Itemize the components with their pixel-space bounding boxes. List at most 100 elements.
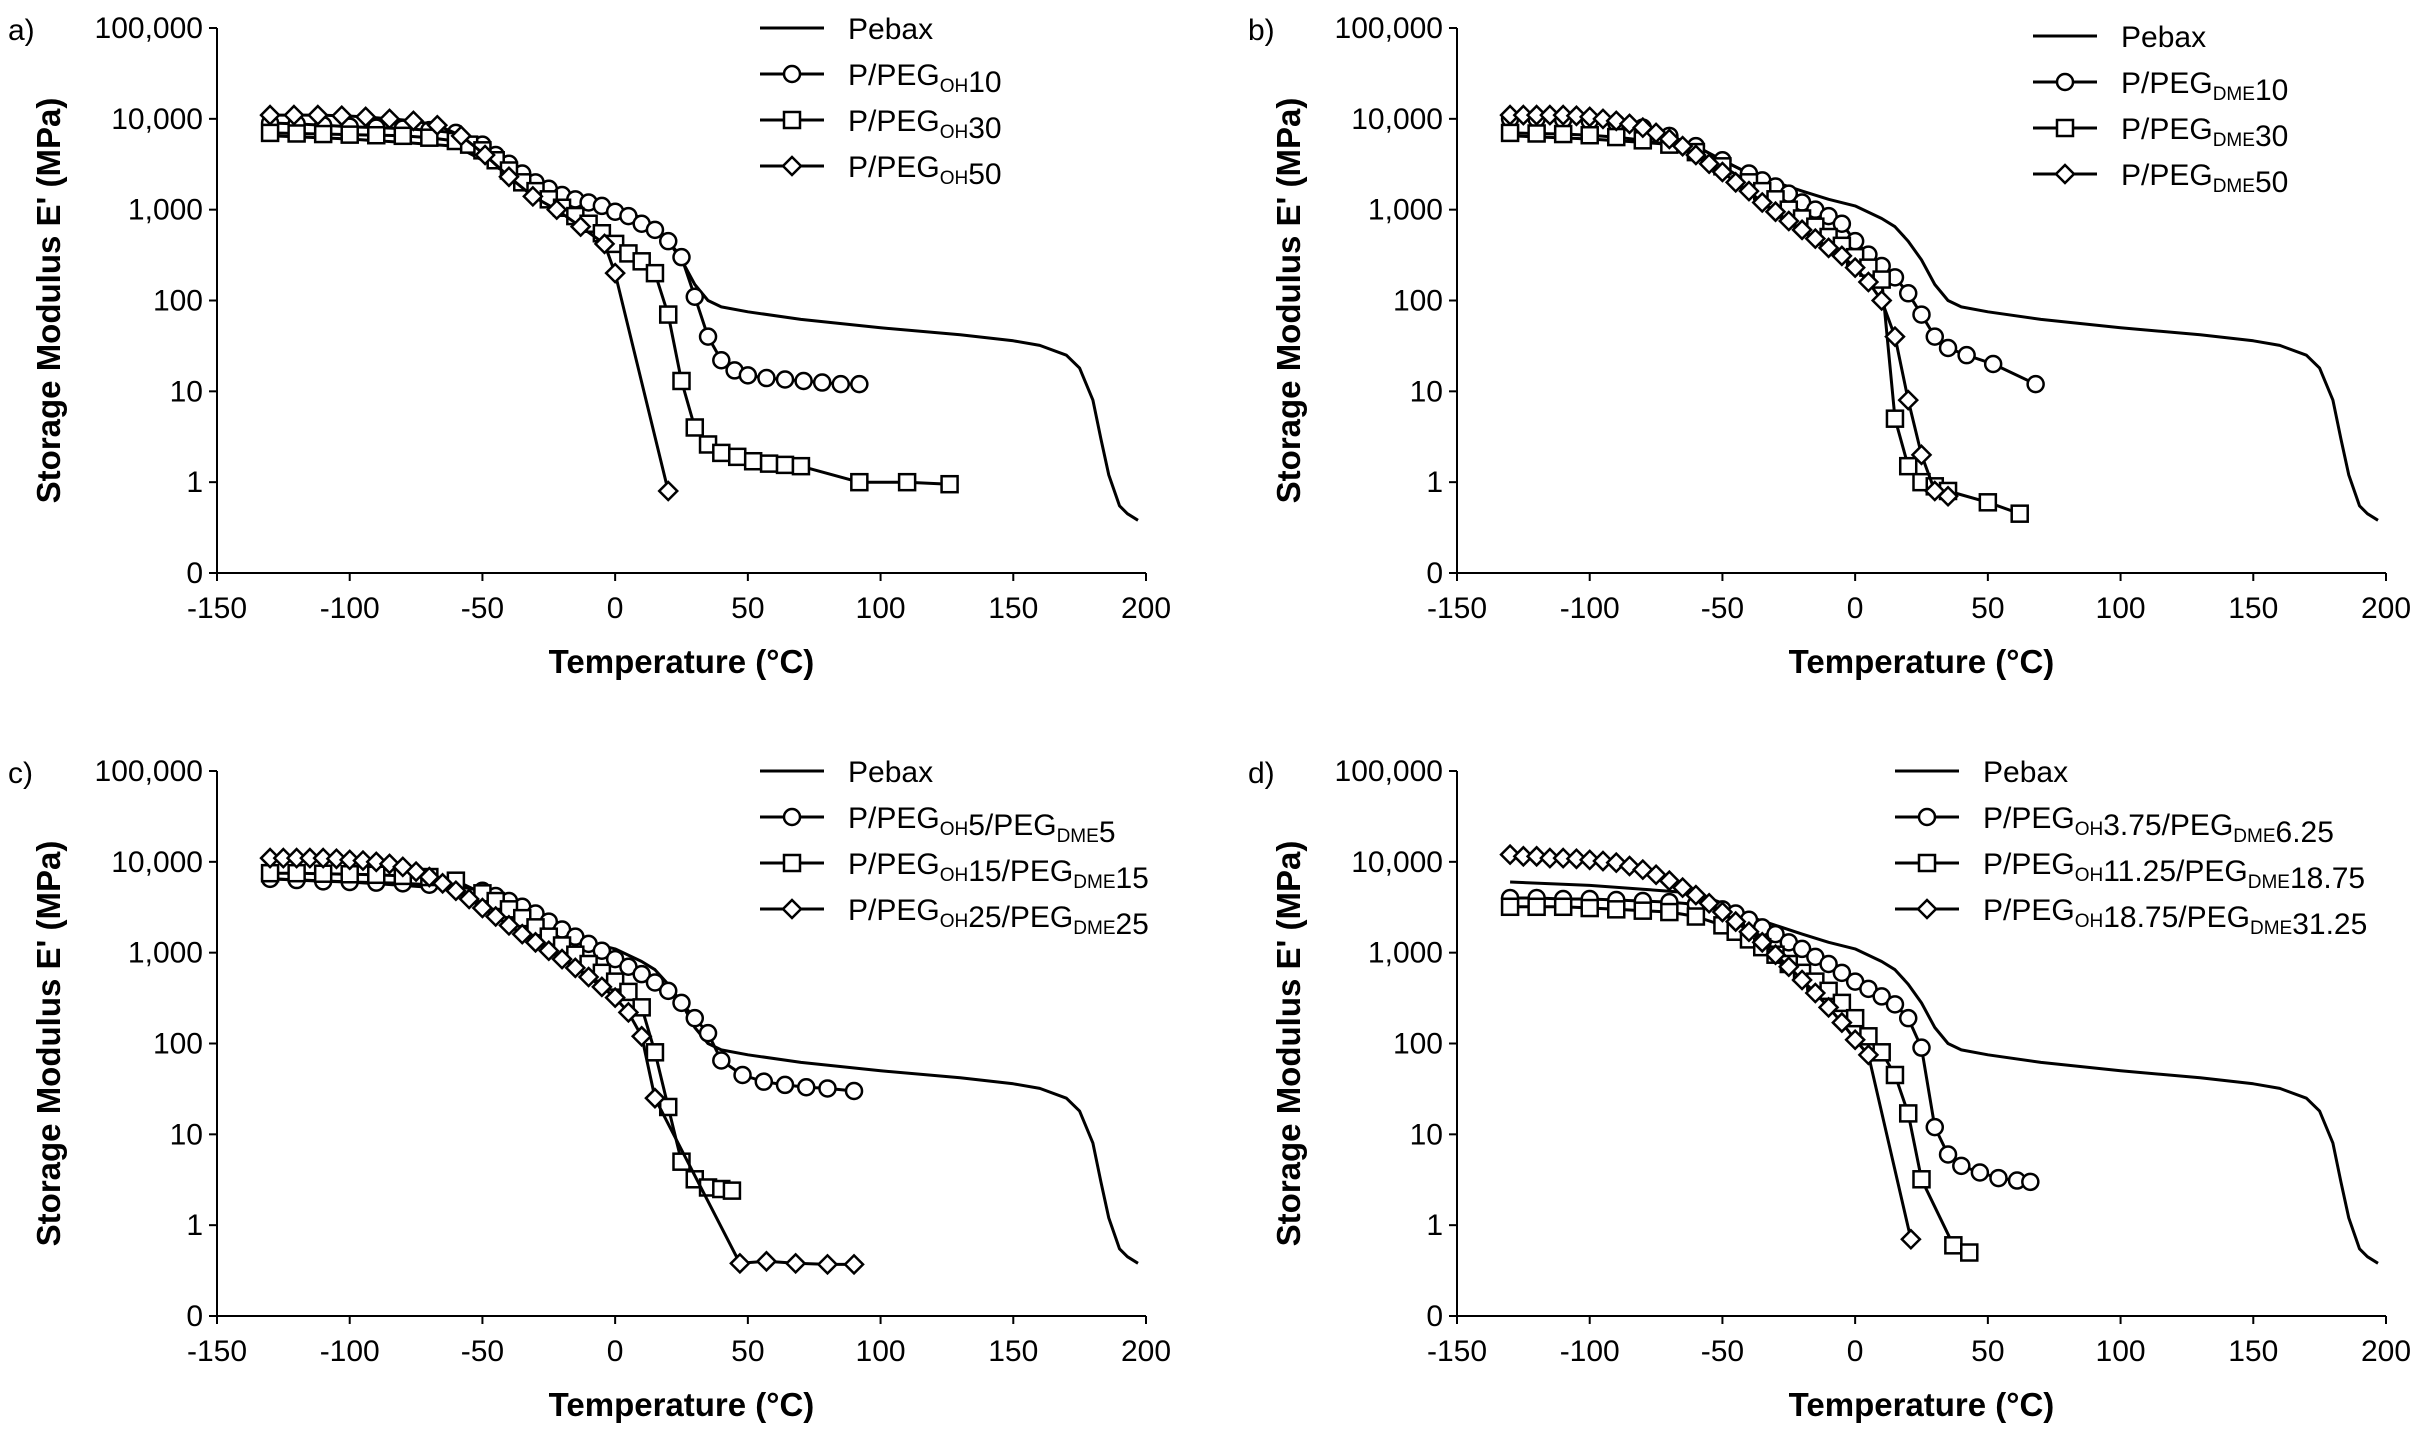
x-tick-label: 50 — [731, 592, 764, 625]
x-tick-label: 0 — [1847, 592, 1864, 625]
legend-label-part: Pebax — [2121, 21, 2206, 54]
y-tick-label: 0 — [1426, 1300, 1443, 1333]
legend-item: P/PEGOH10 — [760, 59, 1002, 99]
data-point — [619, 206, 638, 226]
data-point — [1989, 1168, 2008, 1188]
x-tick-label: 150 — [2228, 592, 2278, 625]
x-tick-label: 100 — [2096, 592, 2146, 625]
data-point — [658, 981, 678, 1001]
data-point — [797, 1077, 816, 1097]
legend-label-part: P/PEG — [2121, 159, 2213, 192]
legend-label: Pebax — [848, 756, 933, 789]
legend-label-part: P/PEG — [848, 151, 940, 184]
y-axis-title: Storage Modulus E' (MPa) — [30, 98, 67, 504]
y-tick-label: 1 — [186, 466, 203, 499]
data-point — [672, 247, 691, 267]
y-tick-label: 0 — [186, 1300, 203, 1333]
x-axis-title: Temperature (°C) — [1789, 1386, 2055, 1423]
data-point — [1898, 1104, 1918, 1123]
x-tick-label: -100 — [320, 592, 380, 625]
data-point — [831, 374, 851, 394]
data-point — [940, 474, 959, 494]
legend-label-part: Pebax — [848, 756, 933, 789]
legend-label-part: P/PEG — [848, 59, 940, 92]
legend-item: Pebax — [1895, 756, 2068, 789]
data-point — [330, 105, 353, 127]
data-point — [791, 456, 811, 476]
data-point — [775, 370, 795, 389]
y-tick-label: 100 — [1393, 1028, 1443, 1061]
data-point — [287, 124, 306, 143]
y-tick-label: 10 — [1410, 1118, 1443, 1151]
legend-marker — [782, 853, 802, 873]
legend-item: P/PEGOH3.75/PEGDME6.25 — [1895, 802, 2334, 849]
legend-label: P/PEGOH5/PEGDME5 — [848, 802, 1116, 849]
legend-item: P/PEGDME30 — [2033, 113, 2288, 153]
y-tick-label: 100,000 — [1335, 12, 1443, 45]
legend-marker — [782, 807, 802, 827]
data-point — [743, 451, 763, 471]
data-point — [312, 847, 334, 869]
data-point — [367, 125, 386, 145]
data-point — [1766, 924, 1785, 944]
y-tick-label: 1 — [1426, 1209, 1443, 1242]
data-point — [698, 327, 718, 346]
data-point — [564, 957, 587, 979]
data-point — [1698, 892, 1720, 915]
legend-label: P/PEGDME50 — [2121, 159, 2288, 199]
data-point — [685, 1008, 705, 1028]
data-point — [685, 418, 705, 437]
legend-label-part: P/PEG — [2121, 113, 2213, 146]
data-point — [431, 872, 454, 895]
y-tick-label: 1,000 — [128, 937, 203, 970]
data-point — [1938, 1145, 1958, 1164]
data-point — [729, 1252, 751, 1275]
legend-label-subscript: OH — [940, 819, 969, 840]
data-point — [1578, 849, 1601, 871]
x-tick-label: 50 — [1971, 1335, 2004, 1368]
x-tick-label: 100 — [856, 1335, 906, 1368]
data-point — [569, 215, 592, 238]
y-tick-label: 10 — [170, 1118, 203, 1151]
data-point — [1698, 153, 1720, 175]
data-point — [698, 1023, 718, 1043]
data-point — [1607, 900, 1626, 919]
legend-label: P/PEGOH3.75/PEGDME6.25 — [1983, 802, 2334, 849]
data-point — [712, 1051, 731, 1070]
y-tick-label: 10,000 — [1351, 103, 1443, 136]
data-point — [1527, 124, 1546, 143]
series-line — [1510, 880, 2379, 1265]
data-point — [1778, 210, 1800, 232]
x-tick-label: -150 — [1427, 592, 1487, 625]
series-line — [1510, 117, 2037, 386]
data-point — [1937, 485, 1959, 508]
data-point — [1844, 256, 1866, 279]
data-point — [738, 366, 758, 385]
series-4 — [259, 104, 679, 502]
legend-label: P/PEGOH11.25/PEGDME18.75 — [1983, 848, 2365, 895]
chart-panel-3: c) 0 1 10 100 1,000 10,000 100,000 -150 -100 -50 0 5… — [8, 755, 1171, 1423]
data-point — [1711, 901, 1734, 923]
series-line — [270, 113, 670, 492]
panel-label: b) — [1248, 14, 1275, 47]
data-point — [1960, 1243, 1979, 1262]
data-point — [1912, 305, 1931, 324]
data-point — [1738, 180, 1760, 202]
data-point — [545, 198, 568, 221]
data-point — [1925, 1117, 1945, 1137]
data-point — [450, 125, 472, 147]
legend-label-part: 3.75/PEG — [2103, 809, 2233, 842]
legend-label-subscript: DME — [1057, 826, 1099, 847]
data-point — [1499, 843, 1521, 866]
x-tick-label: 150 — [988, 592, 1038, 625]
data-point — [1957, 345, 1976, 365]
legend-label: Pebax — [2121, 21, 2206, 54]
data-point — [1791, 969, 1813, 991]
y-tick-label: 100 — [1393, 285, 1443, 318]
data-point — [498, 914, 520, 937]
series-4 — [1499, 104, 1959, 508]
legend-marker — [1917, 807, 1937, 827]
data-point — [511, 923, 534, 945]
legend-label-part: P/PEG — [1983, 848, 2075, 881]
